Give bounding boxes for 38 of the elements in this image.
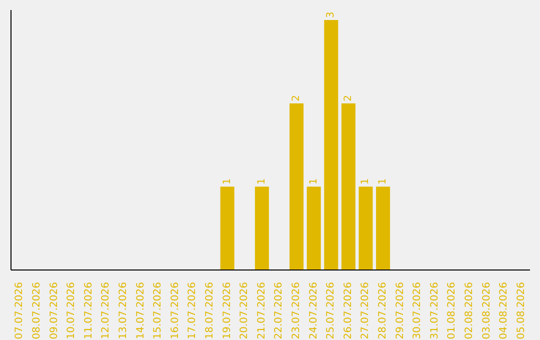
x-tick-label: 27.07.2026 bbox=[360, 282, 372, 340]
data-label: 2 bbox=[342, 94, 354, 102]
x-tick-label: 30.07.2026 bbox=[412, 282, 424, 340]
x-tick-label: 18.07.2026 bbox=[204, 282, 216, 340]
x-tick-label: 02.08.2026 bbox=[464, 282, 475, 340]
x-tick-label: 07.07.2026 bbox=[14, 282, 26, 340]
data-label: 3 bbox=[326, 12, 337, 18]
x-tick-label: 04.08.2026 bbox=[498, 282, 510, 340]
x-tick-label: 01.08.2026 bbox=[446, 282, 458, 340]
data-label: 1 bbox=[256, 178, 268, 185]
x-tick-label: 31.07.2026 bbox=[429, 282, 440, 340]
x-tick-label: 20.07.2026 bbox=[239, 282, 250, 340]
data-label: 1 bbox=[222, 178, 233, 185]
x-tick-label: 08.07.2026 bbox=[31, 282, 42, 340]
x-tick-label: 14.07.2026 bbox=[135, 282, 146, 340]
x-tick-label: 21.07.2026 bbox=[256, 282, 268, 340]
data-label: 2 bbox=[291, 94, 302, 102]
x-tick-label: 17.07.2026 bbox=[187, 282, 198, 340]
data-label: 1 bbox=[360, 178, 372, 185]
x-tick-label: 15.07.2026 bbox=[152, 282, 164, 340]
x-tick-label: 10.07.2026 bbox=[66, 282, 78, 340]
x-tick-label: 13.07.2026 bbox=[118, 282, 129, 340]
x-tick-label: 05.08.2026 bbox=[516, 282, 527, 340]
x-tick-label: 26.07.2026 bbox=[342, 282, 354, 340]
x-tick-label: 23.07.2026 bbox=[290, 282, 302, 340]
x-tick-label: 24.07.2026 bbox=[308, 282, 320, 340]
x-tick-label: 03.08.2026 bbox=[481, 282, 492, 340]
data-label: 1 bbox=[378, 178, 389, 185]
x-tick-label: 22.07.2026 bbox=[274, 282, 285, 340]
x-tick-label: 28.07.2026 bbox=[377, 282, 388, 340]
x-tick-label: 16.07.2026 bbox=[170, 282, 181, 340]
data-label: 1 bbox=[308, 178, 320, 185]
x-tick-label: 19.07.2026 bbox=[222, 282, 233, 340]
x-tick-label: 29.07.2026 bbox=[394, 282, 406, 340]
x-tick-label: 25.07.2026 bbox=[326, 282, 337, 340]
x-tick-label: 09.07.2026 bbox=[48, 282, 60, 340]
x-tick-label: 12.07.2026 bbox=[100, 282, 112, 340]
x-tick-label: 11.07.2026 bbox=[83, 282, 94, 340]
